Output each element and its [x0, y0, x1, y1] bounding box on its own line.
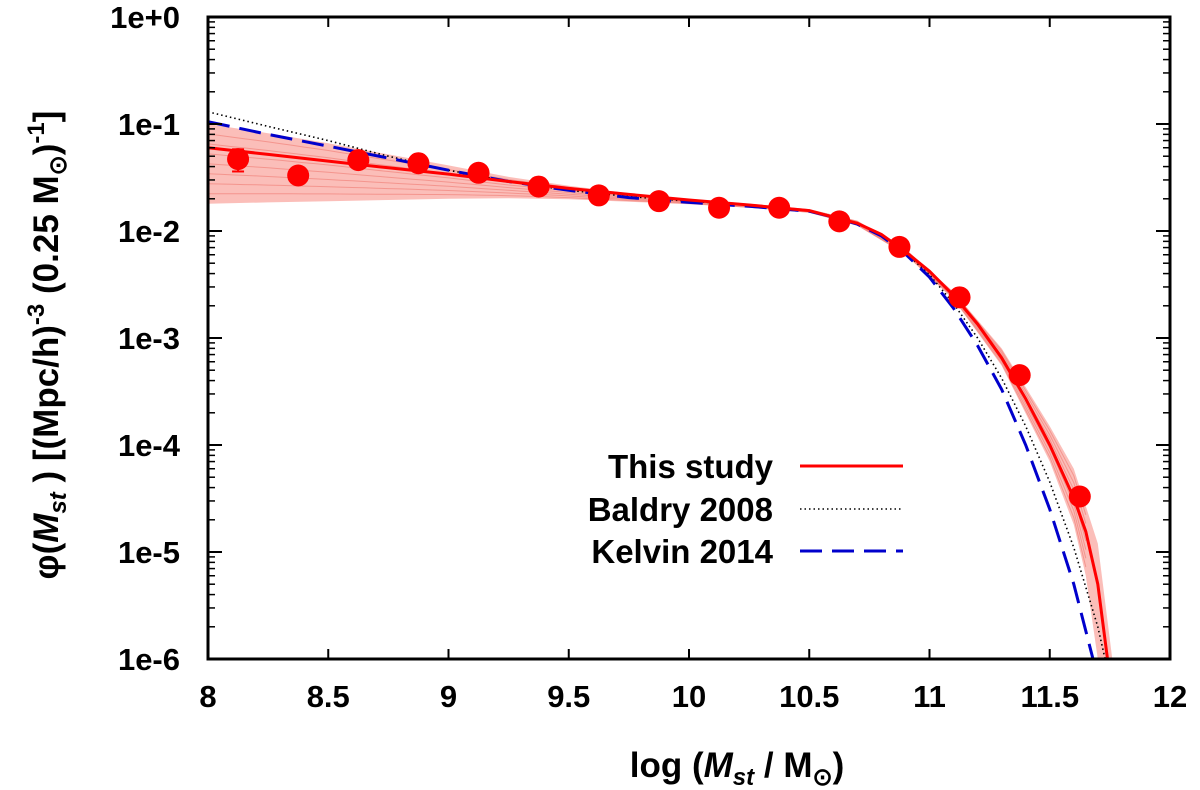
data-point [587, 184, 610, 207]
y-label-mid: ) [(Mpc/h) [27, 325, 66, 492]
legend-label-baldry-2008: Baldry 2008 [588, 491, 773, 528]
data-point [287, 164, 310, 187]
y-label-var: M [27, 513, 66, 543]
y-tick-label: 1e-4 [118, 428, 181, 463]
y-tick-label: 1e-2 [118, 214, 180, 249]
y-tick-label: 1e-1 [118, 107, 180, 142]
x-tick-label: 11 [913, 679, 946, 714]
x-tick-label: 11.5 [1020, 679, 1079, 714]
x-axis: 8 8.5 9 9.5 10 10.5 11 11.5 12 [199, 17, 1187, 714]
y-tick-label: 1e-5 [118, 535, 180, 570]
y-label-sun: ⊙ [45, 155, 72, 175]
data-point [828, 210, 851, 233]
x-tick-label: 9 [440, 679, 457, 714]
x-tick-label: 8.5 [307, 679, 350, 714]
legend-label-this-study: This study [608, 448, 774, 485]
x-tick-label: 12 [1153, 679, 1187, 714]
data-point [527, 175, 550, 198]
y-tick-label: 1e-6 [118, 642, 180, 677]
y-axis-label: φ(Mst ) [(Mpc/h)-3 (0.25 M⊙)-1] [23, 111, 72, 580]
x-tick-label: 10.5 [779, 679, 839, 714]
x-tick-label: 10 [672, 679, 706, 714]
data-points [227, 148, 1091, 508]
x-label-sun: ⊙ [812, 764, 832, 790]
x-tick-label: 8 [199, 679, 216, 714]
x-label-post: ) [833, 746, 845, 785]
y-label-sup2: -1 [23, 122, 50, 143]
data-point [948, 286, 971, 309]
data-point [708, 196, 731, 219]
y-label-phi: φ( [27, 542, 66, 579]
data-point [227, 148, 250, 171]
x-label-var: M [704, 746, 734, 785]
band-realisation-line [208, 183, 1087, 559]
data-point [347, 149, 370, 172]
series-line-this-study [208, 146, 1109, 659]
data-point [768, 196, 791, 219]
legend: This study Baldry 2008 Kelvin 2014 [588, 448, 903, 570]
x-tick-label: 9.5 [547, 679, 590, 714]
y-label-mid2: (0.25 M [27, 175, 66, 303]
y-tick-label: 1e-3 [118, 321, 180, 356]
band-realisation-line [208, 193, 1087, 568]
y-tick-label: 1e+0 [110, 0, 180, 35]
y-label-end: ] [27, 111, 66, 123]
data-point [647, 190, 670, 213]
x-label-sub: st [733, 764, 755, 790]
y-label-mid3: ) [27, 144, 66, 156]
x-axis-label: log (Mst / M⊙) [630, 746, 844, 790]
x-label-pre: log ( [630, 746, 704, 785]
band-realisation-line [208, 173, 1087, 550]
legend-label-kelvin-2014: Kelvin 2014 [591, 533, 773, 570]
data-point [467, 161, 490, 184]
data-point [1068, 485, 1091, 508]
data-point [888, 235, 911, 258]
data-point [1008, 364, 1031, 387]
y-label-sup1: -3 [23, 304, 50, 325]
y-axis: 1e+0 1e-1 1e-2 1e-3 1e-4 1e-5 1e-6 [110, 0, 1170, 677]
data-point [407, 152, 430, 175]
x-label-mid: / M [754, 746, 812, 785]
y-label-sub: st [45, 491, 72, 513]
